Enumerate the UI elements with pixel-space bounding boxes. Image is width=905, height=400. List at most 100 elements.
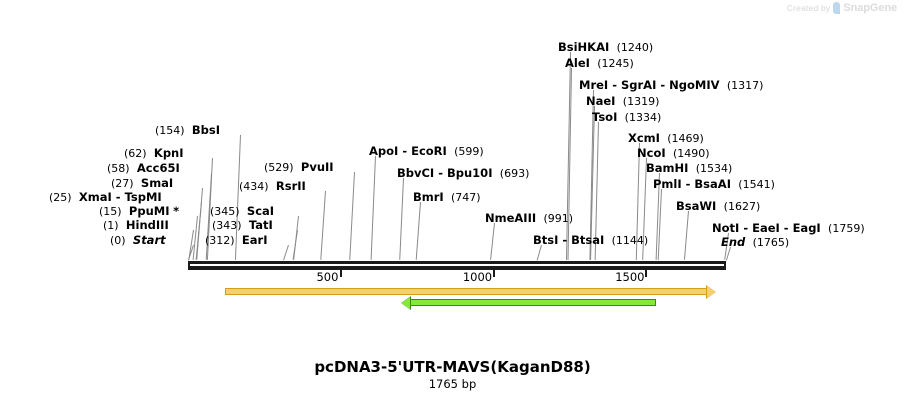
enzyme-position: (1317): [726, 79, 764, 92]
enzyme-name: ScaI: [246, 204, 275, 218]
enzyme-site-label-xcmi[interactable]: XcmI (1469): [628, 131, 704, 145]
ruler-tick: [492, 270, 495, 277]
enzyme-site-label-pvuii[interactable]: (529) PvuII: [264, 160, 334, 174]
enzyme-site-label-bbsi[interactable]: (154) BbsI: [155, 123, 220, 137]
leader-line: [683, 210, 689, 261]
enzyme-name: AleI: [565, 56, 590, 70]
enzyme-name: BtsaI: [571, 233, 605, 247]
enzyme-position: (991): [543, 212, 574, 225]
enzyme-name: BamHI: [646, 161, 689, 175]
enzyme-site-label-bbvci[interactable]: BbvCI - Bpu10I (693): [397, 166, 529, 180]
enzyme-name: PpuMI: [128, 204, 170, 218]
enzyme-position: (154): [155, 124, 185, 137]
enzyme-site-label-kpni[interactable]: (62) KpnI: [124, 146, 184, 160]
enzyme-name: HindIII: [125, 218, 169, 232]
enzyme-site-label-bsawi[interactable]: BsaWI (1627): [676, 199, 760, 213]
enzyme-site-label-alei[interactable]: AleI (1245): [565, 56, 634, 70]
enzyme-position: (343): [212, 219, 242, 232]
enzyme-name: BsiHKAI: [558, 40, 610, 54]
enzyme-name-separator: -: [608, 78, 621, 92]
snapgene-watermark: Created by SnapGene: [787, 2, 897, 14]
enzyme-site-label-hindiii[interactable]: (1) HindIII: [103, 218, 169, 232]
enzyme-position: (529): [264, 161, 294, 174]
backbone-left-cap: [188, 261, 190, 270]
watermark-created-by-label: Created by: [786, 3, 831, 13]
enzyme-site-label-smai[interactable]: (27) SmaI: [111, 176, 173, 190]
enzyme-name: End: [721, 235, 746, 249]
enzyme-site-label-ncoi[interactable]: NcoI (1490): [637, 146, 710, 160]
enzyme-site-label-rsrii[interactable]: (434) RsrII: [239, 179, 306, 193]
enzyme-name: NotI: [712, 221, 740, 235]
enzyme-site-label-xmai[interactable]: (25) XmaI - TspMI: [49, 190, 162, 204]
enzyme-site-label-scai[interactable]: (345) ScaI: [210, 204, 274, 218]
enzyme-site-label-btsi[interactable]: BtsI - BtsaI (1144): [533, 233, 648, 247]
enzyme-site-label-bamhi[interactable]: BamHI (1534): [646, 161, 732, 175]
backbone-gap: [188, 264, 726, 266]
enzyme-name: BbvCI: [397, 166, 435, 180]
enzyme-name: Acc65I: [136, 161, 180, 175]
enzyme-name: BmrI: [413, 190, 444, 204]
enzyme-site-label-bsihkai[interactable]: BsiHKAI (1240): [558, 40, 653, 54]
enzyme-site-label-bmri[interactable]: BmrI (747): [413, 190, 481, 204]
ruler-tick-label: 1000: [462, 270, 493, 284]
enzyme-position: (1765): [752, 236, 790, 249]
leader-line: [196, 187, 203, 261]
leader-line: [349, 171, 355, 261]
enzyme-position: (25): [49, 191, 72, 204]
enzyme-position: (1469): [667, 132, 704, 145]
enzyme-name: TsoI: [592, 110, 618, 124]
enzyme-site-label-naei[interactable]: NaeI (1319): [586, 94, 659, 108]
ruler-tick: [645, 270, 648, 277]
enzyme-site-label-eari[interactable]: (312) EarI: [205, 233, 267, 247]
watermark-brand-label: SnapGene: [843, 2, 897, 14]
enzyme-site-label-pmli[interactable]: PmlI - BsaAI (1541): [653, 177, 775, 191]
enzyme-position: (312): [205, 234, 235, 247]
enzyme-name-separator: -: [656, 78, 670, 92]
enzyme-name-separator: -: [558, 233, 572, 247]
enzyme-site-label-end[interactable]: End (1765): [721, 235, 789, 249]
enzyme-name: XcmI: [628, 131, 660, 145]
enzyme-position: (1490): [672, 147, 710, 160]
page-title: pcDNA3-5'UTR-MAVS(KaganD88): [314, 358, 591, 376]
enzyme-name-separator: -: [398, 144, 412, 158]
enzyme-site-label-tsoi[interactable]: TsoI (1334): [592, 110, 661, 124]
enzyme-name: EagI: [792, 221, 821, 235]
enzyme-name-separator: -: [111, 190, 125, 204]
enzyme-name: Bpu10I: [447, 166, 493, 180]
feature-arrow-body: [225, 288, 707, 295]
enzyme-name: BtsI: [533, 233, 559, 247]
enzyme-name: TatI: [248, 218, 273, 232]
enzyme-site-label-tati[interactable]: (343) TatI: [212, 218, 273, 232]
enzyme-position: (1541): [738, 178, 775, 191]
snapgene-logo-icon: [833, 2, 841, 14]
feature-arrow-body: [410, 299, 656, 306]
enzyme-site-label-mrei[interactable]: MreI - SgrAI - NgoMIV (1317): [579, 78, 763, 92]
leader-line: [399, 177, 404, 261]
leader-line: [490, 222, 495, 261]
enzyme-position: (1627): [723, 200, 761, 213]
enzyme-name: NmeAIII: [485, 211, 537, 225]
enzyme-position: (1): [103, 219, 119, 232]
enzyme-position: (15): [99, 205, 122, 218]
enzyme-position: (1144): [611, 234, 649, 247]
backbone-top-line: [188, 261, 726, 264]
enzyme-name: BsaWI: [676, 199, 717, 213]
enzyme-position: (599): [454, 145, 484, 158]
enzyme-name: RsrII: [275, 179, 306, 193]
enzyme-name-separator: -: [681, 177, 695, 191]
enzyme-site-label-apoi[interactable]: ApoI - EcoRI (599): [369, 144, 484, 158]
enzyme-name: SmaI: [140, 176, 174, 190]
enzyme-name: XmaI: [78, 190, 112, 204]
enzyme-position: (1319): [622, 95, 660, 108]
enzyme-position: (345): [210, 205, 240, 218]
enzyme-name: KpnI: [153, 146, 184, 160]
enzyme-site-label-start[interactable]: (0) Start: [110, 233, 166, 247]
enzyme-site-label-noti[interactable]: NotI - EaeI - EagI (1759): [712, 221, 865, 235]
enzyme-position: (0): [110, 234, 126, 247]
enzyme-site-label-nmeaiii[interactable]: NmeAIII (991): [485, 211, 573, 225]
enzyme-site-label-ppumi[interactable]: (15) PpuMI *: [99, 204, 179, 218]
enzyme-position: (747): [451, 191, 481, 204]
enzyme-name: TspMI: [124, 190, 162, 204]
enzyme-position: (1240): [616, 41, 654, 54]
enzyme-site-label-acc65i[interactable]: (58) Acc65I: [107, 161, 180, 175]
